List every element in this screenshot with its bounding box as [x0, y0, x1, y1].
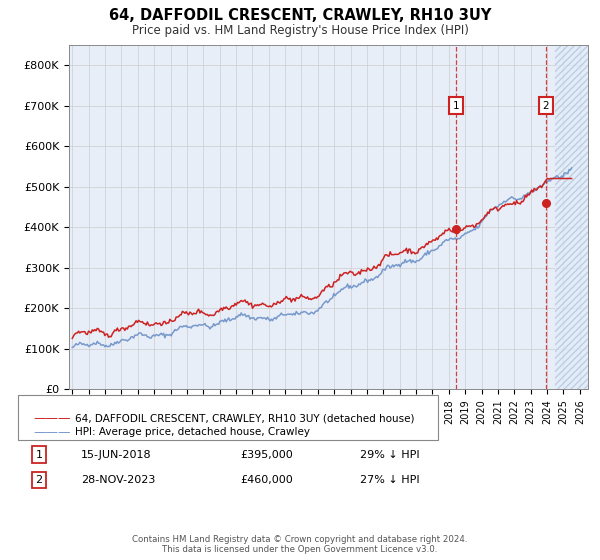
Text: £460,000: £460,000	[240, 475, 293, 485]
Text: 64, DAFFODIL CRESCENT, CRAWLEY, RH10 3UY: 64, DAFFODIL CRESCENT, CRAWLEY, RH10 3UY	[109, 8, 491, 24]
Text: ———: ———	[33, 412, 71, 426]
Text: 1: 1	[35, 450, 43, 460]
Text: 28-NOV-2023: 28-NOV-2023	[81, 475, 155, 485]
Text: 27% ↓ HPI: 27% ↓ HPI	[360, 475, 419, 485]
Text: HPI: Average price, detached house, Crawley: HPI: Average price, detached house, Craw…	[75, 427, 310, 437]
Text: ———: ———	[33, 426, 71, 439]
Text: 15-JUN-2018: 15-JUN-2018	[81, 450, 152, 460]
Text: 2: 2	[35, 475, 43, 485]
Text: Contains HM Land Registry data © Crown copyright and database right 2024.
This d: Contains HM Land Registry data © Crown c…	[132, 535, 468, 554]
Text: £395,000: £395,000	[240, 450, 293, 460]
Text: Price paid vs. HM Land Registry's House Price Index (HPI): Price paid vs. HM Land Registry's House …	[131, 24, 469, 37]
Text: 2: 2	[542, 101, 549, 110]
Text: 64, DAFFODIL CRESCENT, CRAWLEY, RH10 3UY (detached house): 64, DAFFODIL CRESCENT, CRAWLEY, RH10 3UY…	[75, 414, 415, 424]
Bar	[555, 45, 588, 389]
Text: 1: 1	[453, 101, 460, 110]
Text: 29% ↓ HPI: 29% ↓ HPI	[360, 450, 419, 460]
